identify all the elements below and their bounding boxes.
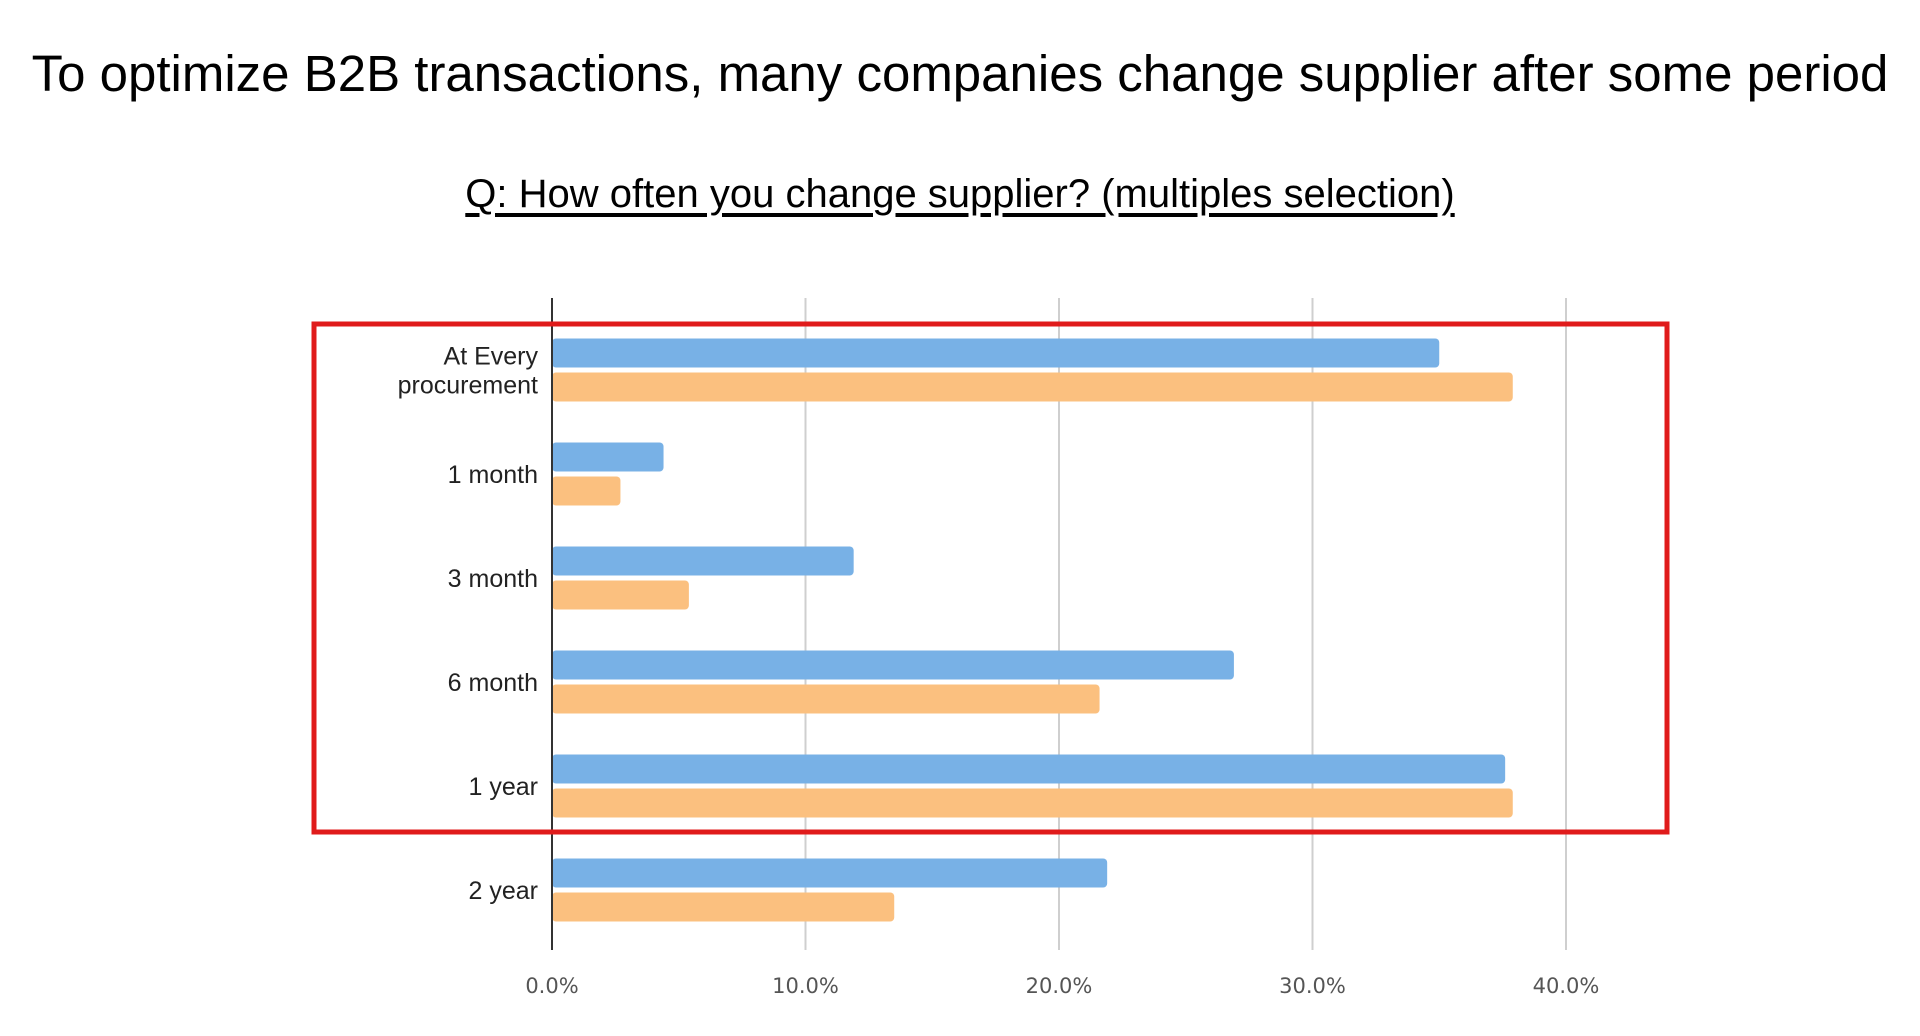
bar-series-2 [552, 892, 895, 922]
x-tick-label: 20.0% [1026, 974, 1093, 998]
x-tick-label: 10.0% [772, 974, 839, 998]
category-label: 1 year [469, 773, 538, 801]
bar-series-1 [552, 442, 664, 472]
x-tick-label: 30.0% [1279, 974, 1346, 998]
category-label: 6 month [448, 669, 538, 697]
category-label: 2 year [469, 877, 538, 905]
category-label: 3 month [448, 565, 538, 593]
bar-series-1 [552, 650, 1234, 680]
x-tick-label: 40.0% [1533, 974, 1600, 998]
category-label: At Every procurement [398, 343, 539, 400]
bar-series-2 [552, 580, 689, 610]
bar-series-2 [552, 372, 1513, 402]
bar-series-2 [552, 788, 1513, 818]
category-label: 1 month [448, 461, 538, 489]
bar-series-1 [552, 546, 854, 576]
bar-series-2 [552, 476, 621, 506]
bar-series-1 [552, 338, 1440, 368]
bar-series-2 [552, 684, 1100, 714]
slide-title: To optimize B2B transactions, many compa… [31, 45, 1889, 102]
bar-series-1 [552, 754, 1506, 784]
x-tick-label: 0.0% [525, 974, 578, 998]
bar-series-1 [552, 858, 1108, 888]
question-subtitle: Q: How often you change supplier? (multi… [465, 172, 1455, 216]
highlight-box [311, 321, 1670, 835]
